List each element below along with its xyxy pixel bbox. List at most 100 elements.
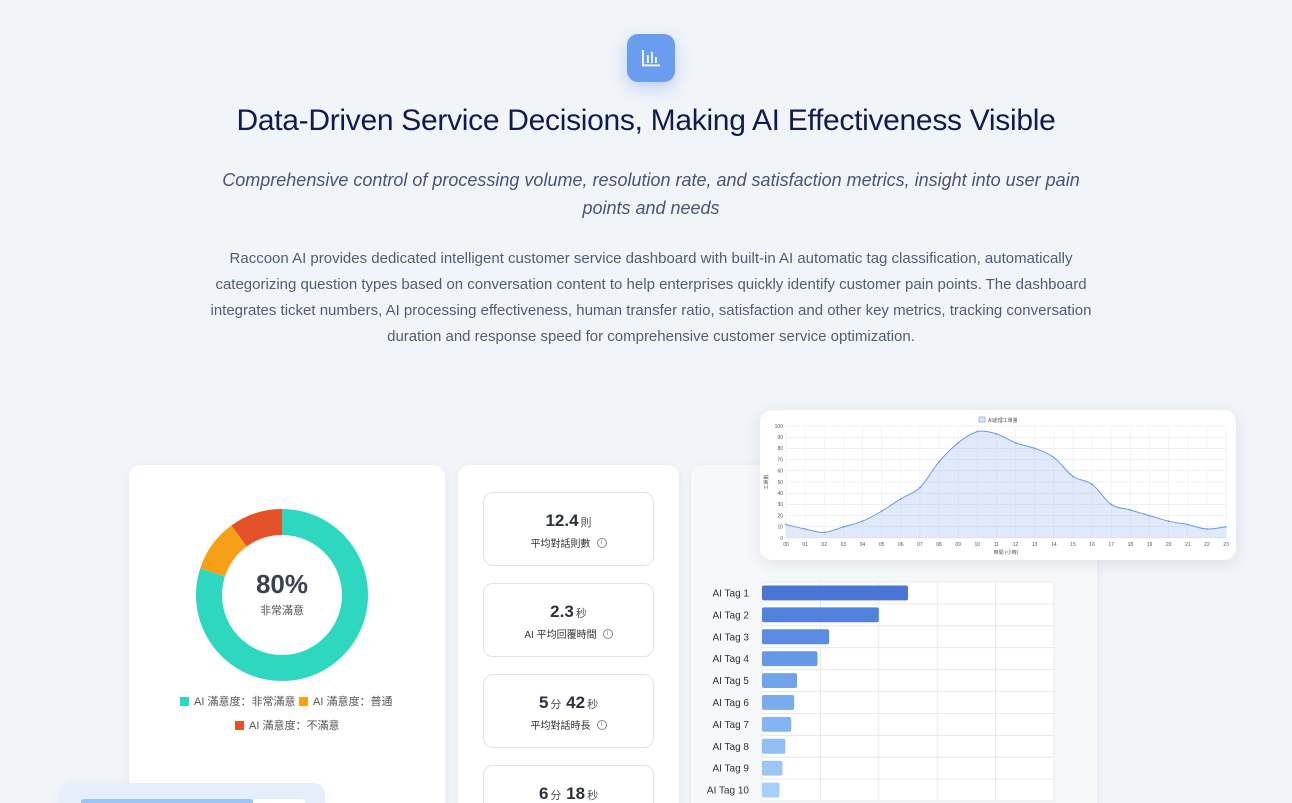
- legend-item-satisfied[interactable]: AI 滿意度：非常滿意: [180, 693, 295, 709]
- hourly-volume-chart: AI處理工單量 0 10 20 30 40 50 60 70 80 90 100 00 01 02 03 04 0…: [763, 416, 1229, 556]
- data-point[interactable]: [785, 523, 787, 526]
- stat-value-seconds: 42: [566, 693, 586, 712]
- stat-avg-messages: 12.4 則 平均對話則數 i: [483, 492, 654, 566]
- hourly-volume-chart-card: AI處理工單量 0 10 20 30 40 50 60 70 80 90 100 00 01 02 03 04 0…: [760, 410, 1236, 560]
- bar[interactable]: [762, 716, 792, 732]
- x-tick-label: 04: [860, 542, 866, 548]
- x-tick-label: 17: [1108, 542, 1114, 548]
- y-tick-label: 100: [775, 424, 784, 430]
- stat-unit-minutes: 分: [550, 699, 562, 711]
- data-point[interactable]: [823, 531, 826, 534]
- data-point[interactable]: [995, 432, 998, 435]
- progress-bar-fill: [81, 799, 253, 803]
- category-label: AI Tag 1: [712, 588, 749, 599]
- y-tick-label: 20: [777, 513, 783, 519]
- bar[interactable]: [762, 782, 780, 798]
- donut-slice[interactable]: [231, 509, 282, 547]
- data-point[interactable]: [1129, 509, 1132, 511]
- bar[interactable]: [762, 760, 783, 776]
- y-tick-label: 70: [777, 457, 783, 463]
- stat-label: 平均對話則數: [530, 539, 591, 550]
- category-label: AI Tag 3: [712, 632, 749, 643]
- x-tick-label: 14: [1051, 542, 1057, 548]
- data-point[interactable]: [957, 441, 960, 444]
- category-label: AI Tag 10: [707, 786, 750, 797]
- legend-label: AI處理工單量: [988, 417, 1018, 424]
- data-point[interactable]: [804, 528, 807, 530]
- legend-swatch: [235, 720, 244, 730]
- y-tick-label: 40: [777, 491, 783, 497]
- x-tick-label: 02: [821, 542, 827, 548]
- data-point[interactable]: [1110, 503, 1113, 506]
- stat-label: 平均對話時長: [530, 721, 591, 732]
- page-description: Raccoon AI provides dedicated intelligen…: [210, 250, 1092, 345]
- data-point[interactable]: [1186, 523, 1189, 526]
- y-tick-label: 90: [777, 435, 783, 441]
- y-tick-label: 30: [777, 502, 783, 508]
- page-title: Data-Driven Service Decisions, Making AI…: [236, 104, 1056, 137]
- data-point[interactable]: [861, 520, 864, 523]
- stat-unit-seconds: 秒: [587, 790, 599, 802]
- ai-tag-bar-chart: AI Tag 1 AI Tag 2 AI Tag 3 AI Tag 4 AI Tag 5…: [707, 581, 1055, 802]
- stat-value: 12.4: [545, 511, 579, 530]
- x-tick-label: 00: [783, 542, 789, 548]
- x-axis-label: 時間 (小時): [994, 549, 1019, 556]
- category-label: AI Tag 7: [712, 720, 749, 731]
- stat-unit-seconds: 秒: [587, 699, 599, 711]
- bar[interactable]: [762, 607, 879, 623]
- x-tick-label: 20: [1166, 542, 1172, 548]
- data-point[interactable]: [919, 486, 921, 489]
- bar[interactable]: [762, 673, 798, 688]
- data-point[interactable]: [938, 460, 940, 463]
- data-point[interactable]: [880, 510, 883, 513]
- data-point[interactable]: [1033, 447, 1036, 450]
- bar[interactable]: [762, 651, 818, 667]
- legend-label: AI 滿意度：非常滿意: [194, 696, 296, 708]
- data-point[interactable]: [1225, 525, 1227, 528]
- data-point[interactable]: [899, 497, 902, 500]
- satisfaction-donut-chart: [196, 509, 368, 681]
- category-label: AI Tag 5: [712, 676, 749, 687]
- bar[interactable]: [762, 695, 795, 710]
- x-tick-label: 16: [1089, 542, 1095, 548]
- series-line: [785, 430, 1227, 533]
- stat-label: AI 平均回覆時間: [524, 630, 597, 641]
- x-tick-label: 21: [1185, 542, 1191, 548]
- x-tick-label: 08: [936, 542, 942, 548]
- data-point[interactable]: [1205, 528, 1208, 530]
- donut-slice[interactable]: [196, 509, 368, 681]
- info-icon[interactable]: i: [596, 537, 607, 548]
- x-tick-label: 10: [975, 542, 981, 548]
- x-tick-label: 13: [1032, 542, 1038, 548]
- x-tick-label: 22: [1204, 542, 1210, 548]
- y-tick-label: 80: [777, 446, 783, 452]
- area-fill: [786, 431, 1226, 538]
- bar[interactable]: [762, 629, 830, 645]
- bar[interactable]: [762, 585, 908, 601]
- x-tick-label: 18: [1128, 542, 1134, 548]
- stat-value-minutes: 6: [538, 784, 549, 803]
- stat-unit: 秒: [575, 608, 587, 620]
- info-icon[interactable]: i: [602, 628, 613, 639]
- donut-center-label: 非常滿意: [260, 605, 304, 617]
- data-point[interactable]: [1014, 441, 1017, 444]
- legend-item-unsatisfied[interactable]: AI 滿意度：不滿意: [235, 717, 339, 733]
- data-point[interactable]: [976, 430, 979, 433]
- donut-center: 80% 非常滿意: [196, 569, 368, 618]
- donut-slice[interactable]: [200, 525, 247, 577]
- legend-swatch: [299, 696, 308, 706]
- data-point[interactable]: [1052, 456, 1055, 459]
- info-icon[interactable]: i: [596, 719, 607, 730]
- bar[interactable]: [762, 738, 786, 754]
- legend-item-neutral[interactable]: AI 滿意度：普通: [299, 693, 392, 709]
- data-point[interactable]: [1091, 483, 1093, 486]
- data-point[interactable]: [1148, 514, 1151, 517]
- x-tick-label: 19: [1147, 542, 1153, 548]
- data-point[interactable]: [1072, 475, 1074, 478]
- stat-value-seconds: 18: [566, 784, 586, 803]
- data-point[interactable]: [1167, 520, 1170, 523]
- data-point[interactable]: [842, 525, 845, 528]
- x-tick-label: 09: [955, 542, 961, 548]
- bar-chart-icon: [627, 34, 675, 82]
